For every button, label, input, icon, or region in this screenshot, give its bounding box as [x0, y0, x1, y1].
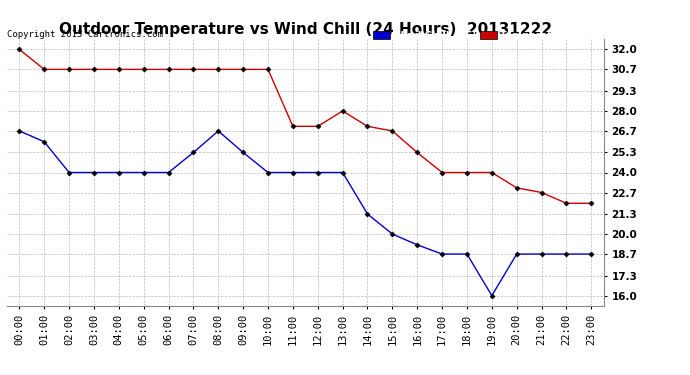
Legend: Wind Chill  (°F), Temperature  (°F): Wind Chill (°F), Temperature (°F) — [372, 30, 599, 42]
Text: Copyright 2013 Cartronics.com: Copyright 2013 Cartronics.com — [8, 30, 164, 39]
Title: Outdoor Temperature vs Wind Chill (24 Hours)  20131222: Outdoor Temperature vs Wind Chill (24 Ho… — [59, 22, 552, 37]
